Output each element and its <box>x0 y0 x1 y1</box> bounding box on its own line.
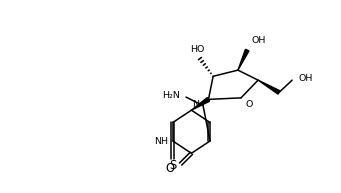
Text: O: O <box>165 162 174 175</box>
Polygon shape <box>258 80 280 94</box>
Text: H₂N: H₂N <box>162 91 180 100</box>
Text: NH: NH <box>154 137 168 146</box>
Text: N: N <box>192 100 199 109</box>
Polygon shape <box>191 98 210 110</box>
Polygon shape <box>238 49 249 70</box>
Text: OH: OH <box>251 36 266 46</box>
Text: OH: OH <box>298 74 313 83</box>
Text: S: S <box>169 159 176 172</box>
Text: HO: HO <box>190 45 204 54</box>
Text: O: O <box>246 100 253 108</box>
